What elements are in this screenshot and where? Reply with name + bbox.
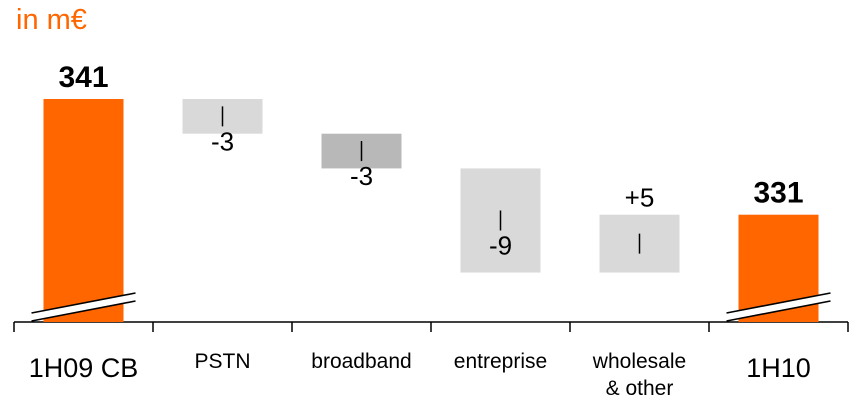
category-label: wholesale & other	[592, 350, 686, 400]
category-label: 1H09 CB	[29, 353, 139, 383]
delta-value-label: -3	[211, 126, 234, 156]
delta-value-label: -9	[489, 230, 512, 260]
total-value-label: 331	[753, 177, 803, 210]
delta-value-label: +5	[625, 183, 655, 213]
category-label: 1H10	[746, 353, 811, 383]
axis-break-line	[31, 292, 136, 314]
axis-break-line	[31, 300, 136, 322]
axis-break-line	[726, 292, 831, 314]
axis-break-line	[726, 300, 831, 322]
category-label: broadband	[311, 350, 411, 373]
category-label: PSTN	[194, 350, 250, 373]
total-value-label: 341	[58, 61, 108, 94]
total-bar	[43, 99, 124, 322]
axis-break-gap	[31, 293, 136, 321]
unit-label: in m€	[16, 4, 87, 36]
axis-break-gap	[726, 293, 831, 321]
delta-value-label: -3	[350, 161, 373, 191]
category-label: entreprise	[454, 350, 547, 373]
